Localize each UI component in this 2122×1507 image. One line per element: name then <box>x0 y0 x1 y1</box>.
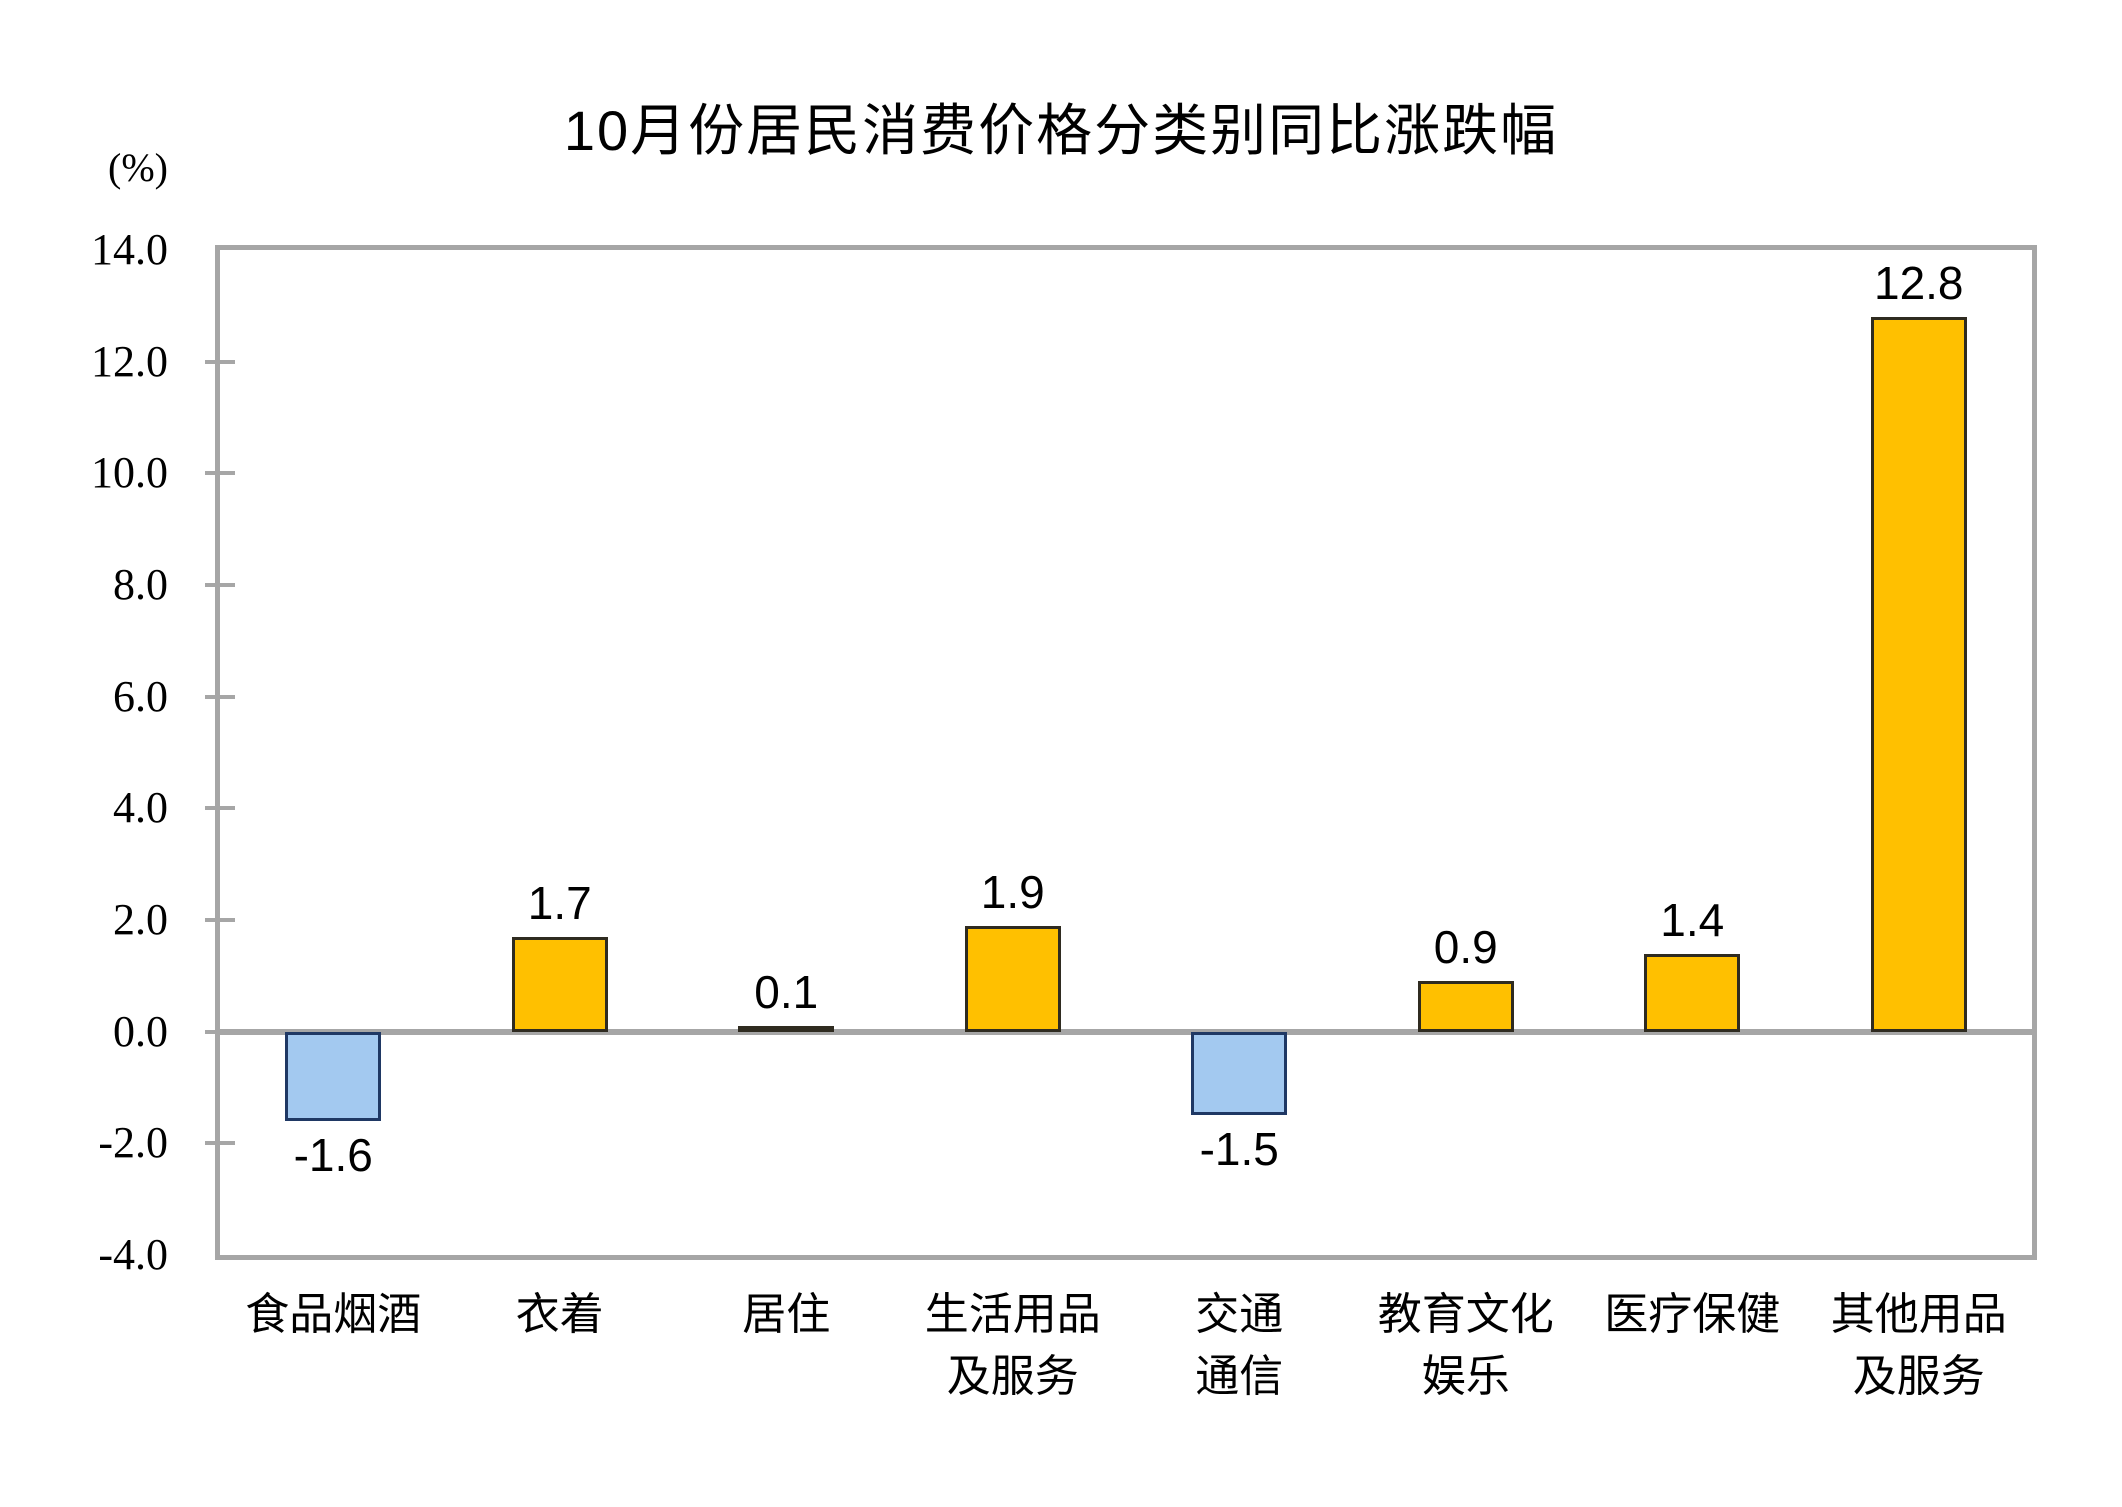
x-tick-label: 食品烟酒 <box>245 1290 422 1339</box>
zero-axis-line <box>220 1028 2032 1035</box>
x-tick-label: 教育文化 娱乐 <box>1377 1290 1554 1401</box>
y-tick-mark <box>205 1141 235 1146</box>
data-label: 12.8 <box>1873 257 1964 309</box>
bar-居住 <box>738 1026 835 1033</box>
bar-其他用品及服务 <box>1870 317 1967 1032</box>
y-tick-label: 10.0 <box>91 448 168 498</box>
y-tick-label: -4.0 <box>98 1230 168 1279</box>
bar-医疗保健 <box>1644 953 1741 1032</box>
bar-衣着 <box>511 936 608 1032</box>
y-tick-label: 4.0 <box>113 783 168 833</box>
y-tick-label: 8.0 <box>113 560 168 609</box>
x-tick-label: 衣着 <box>515 1290 604 1339</box>
y-axis-unit-label: (%) <box>108 145 168 190</box>
y-tick-label: 6.0 <box>113 671 168 721</box>
chart-title: 10月份居民消费价格分类别同比涨跌幅 <box>563 99 1559 162</box>
bar-交通通信 <box>1191 1031 1288 1116</box>
y-tick-mark <box>205 806 235 811</box>
x-tick-label: 居住 <box>742 1290 831 1339</box>
data-label: 1.7 <box>527 876 592 929</box>
plot-area-frame <box>215 245 2037 1260</box>
y-tick-label: 12.0 <box>91 336 168 386</box>
data-label: 1.4 <box>1660 893 1725 946</box>
bar-食品烟酒 <box>285 1031 382 1121</box>
y-tick-label: 0.0 <box>113 1006 168 1056</box>
y-tick-label: -2.0 <box>98 1118 168 1168</box>
data-label: -1.6 <box>293 1129 373 1181</box>
x-tick-label: 医疗保健 <box>1604 1290 1781 1339</box>
data-label: 0.1 <box>754 966 819 1019</box>
y-tick-label: 2.0 <box>113 895 168 944</box>
data-label: 1.9 <box>980 865 1045 918</box>
y-tick-mark <box>205 359 235 364</box>
x-tick-label: 生活用品 及服务 <box>924 1290 1101 1401</box>
bar-教育文化娱乐 <box>1417 981 1514 1032</box>
y-tick-mark <box>205 694 235 699</box>
data-label: 0.9 <box>1433 921 1498 974</box>
x-tick-label: 交通 通信 <box>1195 1290 1284 1401</box>
x-tick-label: 其他用品 及服务 <box>1830 1290 2007 1401</box>
y-tick-label: 14.0 <box>91 225 168 274</box>
y-tick-mark <box>205 471 235 476</box>
data-label: -1.5 <box>1199 1123 1279 1176</box>
y-tick-mark <box>205 583 235 587</box>
bar-生活用品及服务 <box>964 925 1061 1032</box>
y-tick-mark <box>205 918 235 922</box>
